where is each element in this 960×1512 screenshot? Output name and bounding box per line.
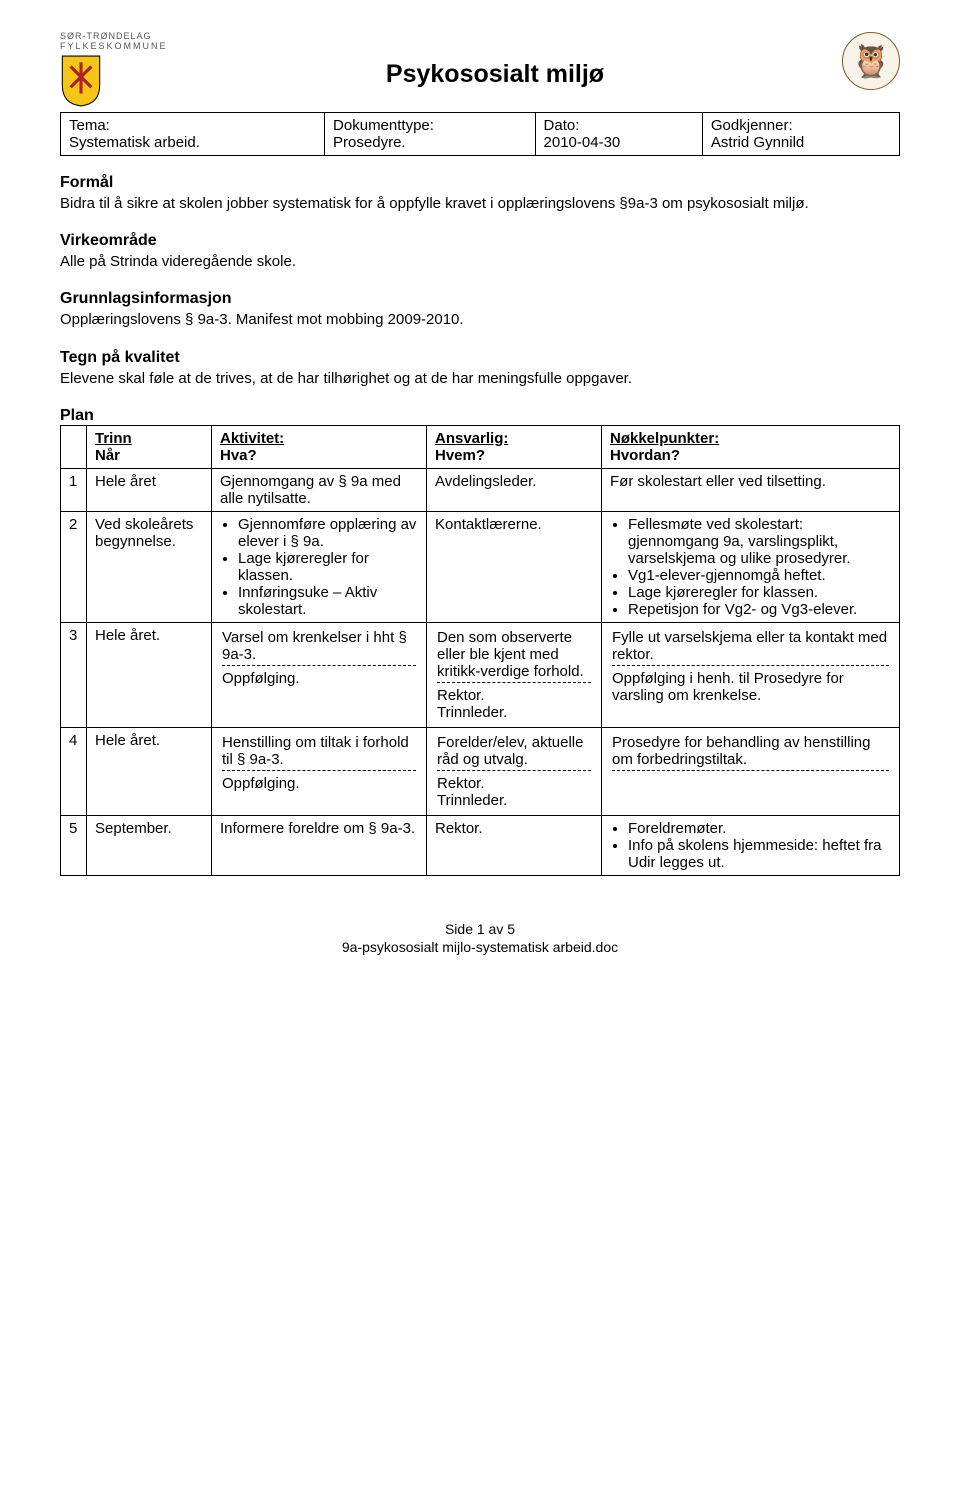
row-number: 2 — [61, 511, 87, 622]
meta-label: Dokumenttype: — [333, 117, 434, 134]
meta-cell-dato: Dato: 2010-04-30 — [535, 112, 702, 155]
page-title: Psykososialt miljø — [386, 60, 604, 89]
row-activity: Informere foreldre om § 9a-3. — [212, 815, 427, 875]
header-line2: Når — [95, 447, 120, 464]
document-page: SØR-TRØNDELAG FYLKESKOMMUNE Psykososialt… — [0, 0, 960, 986]
split-cell: Oppfølging. — [222, 770, 416, 792]
footer-line1: Side 1 av 5 — [445, 921, 515, 937]
section-text-grunn: Opplæringslovens § 9a-3. Manifest mot mo… — [60, 310, 900, 330]
split-cell: Forelder/elev, aktuelle råd og utvalg. — [437, 734, 591, 768]
row-when: Hele året. — [87, 727, 212, 815]
list-item: Foreldremøter. — [628, 820, 891, 837]
split-cell: Rektor. Trinnleder. — [437, 770, 591, 809]
plan-header-nokkel: Nøkkelpunkter: Hvordan? — [602, 425, 900, 468]
header-line1: Aktivitet: — [220, 430, 284, 447]
plan-header-blank — [61, 425, 87, 468]
meta-cell-doktype: Dokumenttype: Prosedyre. — [325, 112, 535, 155]
row-number: 4 — [61, 727, 87, 815]
section-heading-tegn: Tegn på kvalitet — [60, 349, 900, 367]
row-responsible: Avdelingsleder. — [427, 468, 602, 511]
split-cell: Fylle ut varselskjema eller ta kontakt m… — [612, 629, 889, 663]
row-when: Hele året — [87, 468, 212, 511]
table-row: 1Hele åretGjennomgang av § 9a med alle n… — [61, 468, 900, 511]
row-responsible: Forelder/elev, aktuelle råd og utvalg.Re… — [427, 727, 602, 815]
list-item: Info på skolens hjemmeside: heftet fra U… — [628, 837, 891, 871]
row-activity: Gjennomgang av § 9a med alle nytilsatte. — [212, 468, 427, 511]
section-heading-grunn: Grunnlagsinformasjon — [60, 290, 900, 308]
shield-icon — [60, 54, 102, 108]
row-activity: Henstilling om tiltak i forhold til § 9a… — [212, 727, 427, 815]
meta-label: Godkjenner: — [711, 117, 793, 134]
header: SØR-TRØNDELAG FYLKESKOMMUNE Psykososialt… — [60, 32, 900, 108]
footer-line2: 9a-psykososialt mijlo-systematisk arbeid… — [342, 939, 618, 955]
header-line1: Trinn — [95, 430, 132, 447]
table-row: 4Hele året. Henstilling om tiltak i forho… — [61, 727, 900, 815]
row-key: Prosedyre for behandling av henstilling … — [602, 727, 900, 815]
row-number: 1 — [61, 468, 87, 511]
list-item: Repetisjon for Vg2- og Vg3-elever. — [628, 601, 891, 618]
plan-header-trinn: Trinn Når — [87, 425, 212, 468]
row-responsible: Rektor. — [427, 815, 602, 875]
left-logo: SØR-TRØNDELAG FYLKESKOMMUNE — [60, 32, 180, 108]
split-cell: Rektor. Trinnleder. — [437, 682, 591, 721]
list-item: Fellesmøte ved skolestart: gjennomgang 9… — [628, 516, 891, 567]
plan-header-ansvarlig: Ansvarlig: Hvem? — [427, 425, 602, 468]
section-heading-virke: Virkeområde — [60, 232, 900, 250]
row-activity: Varsel om krenkelser i hht § 9a-3.Oppføl… — [212, 622, 427, 727]
row-number: 3 — [61, 622, 87, 727]
row-key: Foreldremøter.Info på skolens hjemmeside… — [602, 815, 900, 875]
section-heading-plan: Plan — [60, 407, 900, 425]
list-item: Innføringsuke – Aktiv skolestart. — [238, 584, 418, 618]
list-item: Lage kjøreregler for klassen. — [238, 550, 418, 584]
header-line1: Nøkkelpunkter: — [610, 430, 719, 447]
row-when: Hele året. — [87, 622, 212, 727]
split-cell: Oppfølging. — [222, 665, 416, 687]
meta-cell-godkjenner: Godkjenner: Astrid Gynnild — [702, 112, 899, 155]
meta-value: Astrid Gynnild — [711, 134, 804, 151]
meta-cell-tema: Tema: Systematisk arbeid. — [61, 112, 325, 155]
plan-table: Trinn Når Aktivitet: Hva? Ansvarlig: Hve… — [60, 425, 900, 876]
meta-value: Prosedyre. — [333, 134, 406, 151]
owl-icon: 🦉 — [842, 32, 900, 90]
row-key: Før skolestart eller ved tilsetting. — [602, 468, 900, 511]
list-item: Lage kjøreregler for klassen. — [628, 584, 891, 601]
meta-label: Tema: — [69, 117, 110, 134]
table-row: 5September.Informere foreldre om § 9a-3.… — [61, 815, 900, 875]
split-cell: Henstilling om tiltak i forhold til § 9a… — [222, 734, 416, 768]
row-activity: Gjennomføre opplæring av elever i § 9a.L… — [212, 511, 427, 622]
meta-value: Systematisk arbeid. — [69, 134, 200, 151]
section-text-formal: Bidra til å sikre at skolen jobber syste… — [60, 194, 900, 214]
page-footer: Side 1 av 5 9a-psykososialt mijlo-system… — [60, 920, 900, 956]
header-line2: Hvem? — [435, 447, 485, 464]
row-when: September. — [87, 815, 212, 875]
header-line2: Hvordan? — [610, 447, 680, 464]
section-text-tegn: Elevene skal føle at de trives, at de ha… — [60, 369, 900, 389]
split-cell: Oppfølging i henh. til Prosedyre for var… — [612, 665, 889, 704]
row-responsible: Den som observerte eller ble kjent med k… — [427, 622, 602, 727]
section-text-virke: Alle på Strinda videregående skole. — [60, 252, 900, 272]
split-cell: Varsel om krenkelser i hht § 9a-3. — [222, 629, 416, 663]
row-key: Fellesmøte ved skolestart: gjennomgang 9… — [602, 511, 900, 622]
split-cell: Den som observerte eller ble kjent med k… — [437, 629, 591, 680]
left-logo-line2: FYLKESKOMMUNE — [60, 42, 180, 52]
list-item: Vg1-elever-gjennomgå heftet. — [628, 567, 891, 584]
table-row: 3Hele året.Varsel om krenkelser i hht § … — [61, 622, 900, 727]
plan-header-aktivitet: Aktivitet: Hva? — [212, 425, 427, 468]
right-logo: 🦉 — [810, 32, 900, 90]
row-key: Fylle ut varselskjema eller ta kontakt m… — [602, 622, 900, 727]
split-cell — [612, 770, 889, 775]
meta-label: Dato: — [544, 117, 580, 134]
row-responsible: Kontaktlærerne. — [427, 511, 602, 622]
list-item: Gjennomføre opplæring av elever i § 9a. — [238, 516, 418, 550]
header-line2: Hva? — [220, 447, 257, 464]
row-number: 5 — [61, 815, 87, 875]
header-line1: Ansvarlig: — [435, 430, 508, 447]
section-heading-formal: Formål — [60, 174, 900, 192]
row-when: Ved skoleårets begynnelse. — [87, 511, 212, 622]
split-cell: Prosedyre for behandling av henstilling … — [612, 734, 889, 768]
meta-table: Tema: Systematisk arbeid. Dokumenttype: … — [60, 112, 900, 156]
table-row: 2Ved skoleårets begynnelse.Gjennomføre o… — [61, 511, 900, 622]
meta-value: 2010-04-30 — [544, 134, 621, 151]
